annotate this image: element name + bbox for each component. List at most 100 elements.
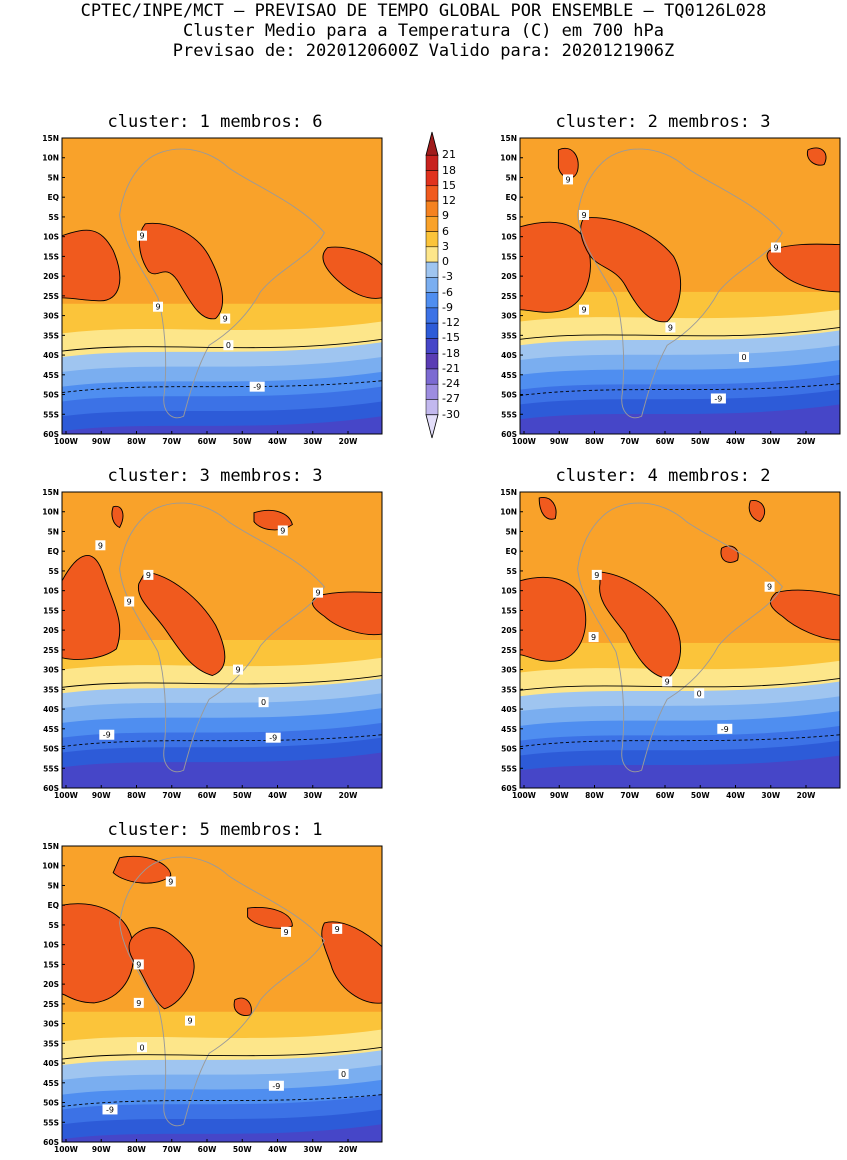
hot-region	[253, 509, 293, 531]
lat-tick-label: 10N	[500, 508, 517, 517]
lat-tick-label: 20S	[43, 980, 59, 989]
hot-region	[62, 903, 135, 1004]
colorbar-label: -27	[442, 392, 460, 406]
lon-tick-label: 70W	[162, 791, 181, 800]
contour-label: 9	[668, 323, 673, 332]
lon-tick-label: 100W	[512, 437, 537, 446]
contour-label-bg	[185, 1015, 195, 1026]
colorbar-label: 12	[442, 194, 456, 208]
lat-tick-label: 5N	[48, 173, 60, 182]
lon-tick-label: 80W	[127, 1145, 146, 1154]
lat-tick-label: 5S	[506, 567, 517, 576]
lat-tick-label: 20S	[501, 272, 517, 281]
contour-label-bg	[579, 209, 589, 220]
contour-label: -9	[269, 734, 277, 743]
continent-outline	[119, 148, 325, 419]
lon-tick-label: 20W	[339, 437, 358, 446]
lat-tick-label: 55S	[501, 764, 517, 773]
lon-tick-label: 80W	[127, 791, 146, 800]
contour-zero	[62, 338, 382, 352]
contour-zero	[520, 678, 840, 691]
hot-region	[520, 221, 591, 313]
map-panel-cluster-2: cluster: 2 membros: 3 9 9 9 9 9 0 -9 15N 10N 5N EQ…	[478, 112, 847, 452]
contour-label-bg	[102, 1104, 118, 1115]
colorbar-swatch	[425, 261, 439, 278]
lat-tick-label: 35S	[43, 331, 59, 340]
lat-tick-label: EQ	[506, 193, 518, 202]
colorbar-swatch	[425, 292, 439, 309]
contour-label-bg	[137, 230, 147, 241]
lat-tick-label: 20S	[43, 272, 59, 281]
lat-tick-label: 15N	[500, 488, 517, 497]
colorbar-swatch	[425, 277, 439, 293]
chart-title-line-2: Cluster Medio para a Temperatura (C) em …	[182, 21, 665, 41]
contour-label: 0	[226, 341, 231, 350]
contour-label-bg	[588, 632, 599, 643]
lat-tick-label: 10S	[43, 941, 59, 950]
colorbar-swatch	[425, 170, 439, 187]
contour-zero	[62, 675, 382, 688]
lat-tick-label: 10S	[43, 233, 59, 242]
panel-title: cluster: 1 membros: 6	[107, 112, 323, 132]
contour-label-bg	[694, 688, 705, 699]
field-band	[62, 657, 382, 694]
contour-label-bg	[281, 926, 291, 937]
lat-tick-label: 60S	[43, 430, 59, 439]
contour-label-bg	[143, 569, 154, 580]
lat-tick-label: 20S	[43, 626, 59, 635]
colorbar-swatches	[425, 131, 439, 439]
contour-label-bg	[258, 697, 269, 708]
contour-label: 9	[139, 232, 144, 241]
contour-label: 9	[565, 175, 570, 184]
contour-label: 9	[773, 244, 778, 253]
lon-tick-label: 40W	[268, 791, 287, 800]
continent-outline	[577, 148, 783, 419]
lat-tick-label: 15S	[43, 606, 59, 615]
contour-label: -9	[721, 725, 729, 734]
lon-tick-label: 60W	[198, 437, 217, 446]
lon-tick-label: 50W	[233, 437, 252, 446]
continent-outline	[577, 502, 783, 773]
colorbar-swatch	[425, 246, 439, 263]
lat-tick-label: 5S	[48, 213, 59, 222]
lat-tick-label: 10N	[42, 154, 59, 163]
contour-label-bg	[124, 596, 135, 607]
lon-tick-label: 50W	[233, 1145, 252, 1154]
lat-tick-label: EQ	[48, 193, 60, 202]
lat-tick-label: EQ	[48, 901, 60, 910]
contour-label: 9	[581, 211, 586, 220]
lon-tick-label: 90W	[92, 437, 111, 446]
map-plot: 9 9 9 0 -9 15N 10N 5N EQ 5S 10S 15S 20S 25S 30S 35S 40S 4…	[42, 134, 383, 446]
hot-region	[769, 589, 840, 641]
lat-tick-label: 35S	[501, 685, 517, 694]
lon-tick-label: 30W	[303, 791, 322, 800]
contour-label: 9	[283, 928, 288, 937]
colorbar-label: -24	[442, 377, 460, 391]
map-plot: 9 9 9 9 9 9 0 0 -9 -9 15N 10N 5N EQ 5S 10S 15S 20S 25S 30S 3…	[42, 842, 383, 1154]
lat-tick-label: 20S	[501, 626, 517, 635]
contour-label-bg	[739, 352, 749, 363]
colorbar-swatch	[425, 155, 439, 171]
hot-region	[62, 229, 121, 302]
field-band	[62, 752, 382, 788]
contour-label: 9	[223, 315, 228, 324]
field-band	[62, 1029, 382, 1066]
hot-region	[62, 555, 121, 660]
hot-region	[720, 545, 739, 563]
colorbar-label: -3	[442, 270, 453, 284]
contour-label: 9	[335, 925, 340, 934]
colorbar-swatch	[425, 185, 439, 202]
hot-region	[580, 217, 681, 323]
lon-tick-label: 30W	[761, 437, 780, 446]
contour-label-bg	[332, 923, 343, 934]
hot-region	[128, 927, 195, 1010]
lat-tick-label: 45S	[501, 725, 517, 734]
lon-tick-label: 90W	[550, 791, 569, 800]
contour-label-bg	[133, 997, 144, 1008]
contour-label-bg	[153, 301, 163, 312]
contour-label: 9	[767, 583, 772, 592]
lat-tick-label: 30S	[43, 1020, 59, 1029]
lon-tick-label: 80W	[127, 437, 146, 446]
lat-tick-label: 60S	[501, 430, 517, 439]
lat-tick-label: 35S	[43, 1039, 59, 1048]
